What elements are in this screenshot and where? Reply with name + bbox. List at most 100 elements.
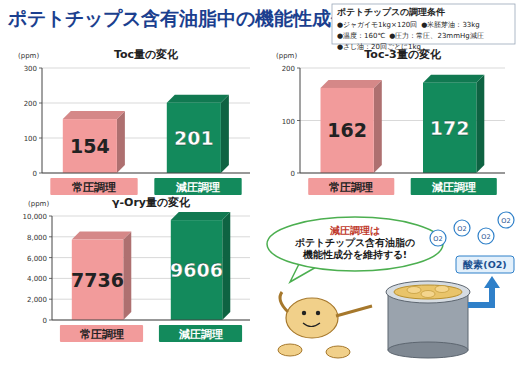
bar	[167, 103, 221, 173]
bar	[72, 240, 123, 320]
pot-bottom	[388, 342, 468, 358]
data-label: 172	[430, 117, 470, 139]
bar	[63, 119, 117, 173]
y-axis-label: (ppm)	[28, 200, 49, 208]
y-axis-label: (ppm)	[276, 52, 297, 60]
chart-title: Toc量の変化	[114, 48, 179, 61]
bar	[321, 88, 374, 173]
grid-line	[42, 68, 250, 69]
conditions-item: ●圧力：常圧、23mmHg減圧	[389, 32, 483, 40]
category-label: 常圧調理	[72, 181, 116, 193]
bar-top	[423, 75, 484, 83]
category-label: 減圧調理	[178, 328, 223, 340]
tick-label: 100	[282, 118, 295, 126]
bar-side	[117, 111, 125, 173]
category-box	[154, 178, 241, 195]
tick-label: 200	[24, 100, 37, 108]
molecule-label: O2	[481, 233, 490, 241]
bar-top	[72, 232, 131, 240]
category-box	[159, 325, 242, 342]
mascot-eye	[302, 311, 306, 315]
pipe	[468, 286, 492, 305]
category-label: 減圧調理	[431, 181, 476, 193]
molecule	[478, 228, 494, 244]
bar-side	[222, 212, 230, 320]
category-box	[60, 325, 143, 342]
speech-bubble	[267, 217, 443, 271]
main-title: ポテトチップス含有油脂中の機能性成分	[7, 7, 351, 29]
tick-label: 6,000	[27, 255, 47, 263]
chart-title: Toc-3量の変化	[364, 48, 441, 61]
chip	[421, 291, 435, 298]
tick-label: 2,000	[27, 296, 47, 304]
chip	[435, 286, 449, 293]
molecule	[498, 212, 514, 228]
category-box	[411, 178, 497, 195]
tick-label: 300	[24, 65, 37, 73]
mascot	[286, 298, 338, 338]
chart: Toc-3量の変化 (ppm) 0 100 200 162 常圧調理 172 減圧調理	[276, 48, 505, 195]
illustration: 減圧調理はポテトチップス含有油脂の機能性成分を維持する!酸素(O2)O2O2O2…	[267, 212, 514, 358]
category-box	[308, 178, 394, 195]
tick-label: 100	[24, 135, 37, 143]
grid-line	[42, 173, 250, 174]
data-label: 162	[327, 119, 367, 141]
molecule-label: O2	[501, 217, 510, 225]
y-axis	[52, 216, 53, 320]
speech-text: 減圧調理は	[329, 225, 380, 236]
tick-label: 200	[282, 65, 295, 73]
speech-text: ポテトチップス含有油脂の	[294, 237, 415, 248]
chip	[407, 287, 421, 294]
y-axis	[42, 68, 43, 173]
bar-top	[63, 111, 125, 119]
bars	[321, 75, 485, 173]
tick-label: 10,000	[23, 213, 48, 221]
y-axis-label: (ppm)	[18, 52, 39, 60]
category-label: 常圧調理	[329, 181, 373, 193]
chart: γ-Ory量の変化(ppm)02,0004,0006,0008,00010,00…	[23, 196, 251, 342]
chip-pile	[326, 346, 350, 358]
pot-oil	[394, 285, 462, 299]
data-label: 7736	[71, 269, 124, 291]
mascot-mouth	[303, 323, 320, 327]
pot-rim	[386, 281, 470, 303]
data-label: 154	[70, 135, 110, 157]
tick-label: 0	[43, 317, 47, 325]
conditions-item: ●ジャガイモ1kg×120回	[337, 21, 417, 29]
x-axis	[42, 173, 250, 174]
category-label: 常圧調理	[80, 328, 124, 340]
mascot-arm	[336, 306, 372, 316]
pipe-arrow	[484, 276, 500, 288]
molecule	[430, 230, 446, 246]
category-label: 減圧調理	[175, 181, 220, 193]
bar-top	[171, 212, 230, 220]
bar-top	[167, 95, 229, 103]
grid-line	[300, 173, 505, 174]
mascot-eye	[316, 311, 320, 315]
data-label: 201	[174, 127, 214, 149]
tick-label: 0	[33, 170, 37, 178]
molecule-label: O2	[457, 225, 466, 233]
bar-side	[476, 75, 484, 173]
speech-text: 機能性成分を維持する!	[302, 249, 407, 261]
tick-label: 0	[291, 170, 295, 178]
mascot-arm	[280, 292, 288, 312]
bars	[72, 212, 230, 320]
data-label: 9606	[170, 259, 223, 281]
chart-title: γ-Ory量の変化	[112, 196, 191, 209]
bar	[423, 83, 476, 173]
y-axis	[300, 68, 301, 173]
chip-pile	[278, 344, 302, 356]
bar-top	[321, 80, 382, 88]
grid-line	[300, 68, 505, 69]
bars	[63, 95, 229, 173]
conditions-item: ●米胚芽油：33kg	[421, 21, 480, 29]
grid-line	[52, 320, 250, 321]
stage: ポテトチップス含有油脂中の機能性成分ポテトチップスの調理条件 ●ジャガイモ1kg×…	[0, 0, 518, 368]
tick-label: 4,000	[27, 275, 47, 283]
bar-side	[123, 232, 131, 320]
conditions-title: ポテトチップスの調理条件	[336, 7, 445, 17]
chart: Toc量の変化 (ppm) 0 100 200 300 154 常圧調理 201 減圧調理	[18, 48, 250, 195]
x-axis	[52, 320, 250, 321]
conditions-item: ●温度：160℃	[337, 32, 385, 40]
